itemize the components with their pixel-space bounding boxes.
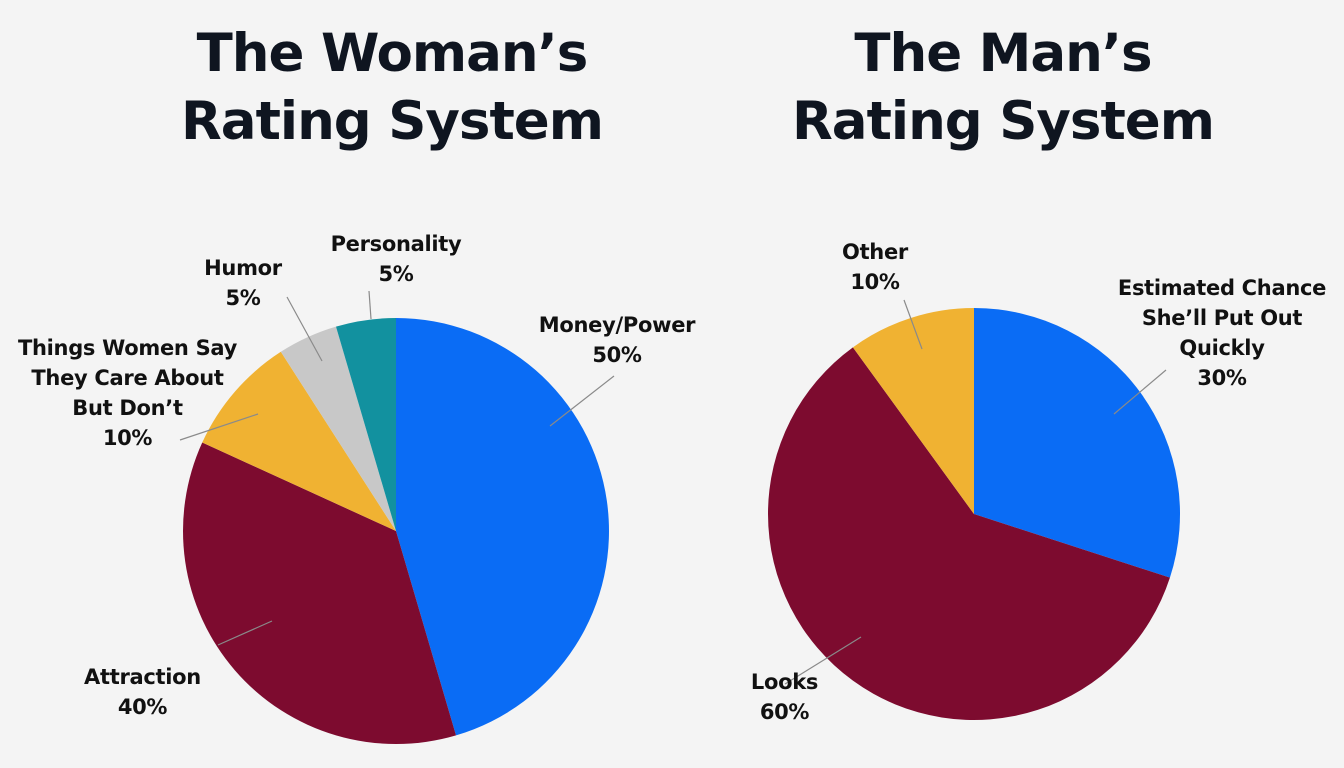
pie-slice-personality: [335, 318, 396, 531]
man-rating-chart: The Man’s Rating System Estimated Chance…: [672, 0, 1344, 768]
slice-label-attraction: Attraction 40%: [84, 665, 201, 719]
leader-lines: [179, 290, 615, 646]
leader-line-money-power: [549, 375, 615, 427]
leader-line-humor: [286, 296, 323, 362]
pie-slice-looks: [768, 347, 1170, 720]
title-line: Rating System: [181, 91, 604, 152]
slice-label-money-power: Money/Power 50%: [538, 313, 696, 367]
leader-line-other: [903, 299, 923, 350]
pie-slice-other: [852, 308, 974, 514]
slice-label-humor: Humor 5%: [204, 256, 282, 310]
pie-chart: [768, 299, 1181, 720]
slice-label-estimated-chance: Estimated Chance She’ll Put Out Quickly …: [1117, 276, 1327, 390]
title-line: The Woman’s: [196, 23, 589, 84]
pie-slices: [768, 307, 1181, 720]
pie-slice-attraction: [183, 442, 457, 744]
slice-label-looks: Looks 60%: [750, 670, 819, 724]
pie-slice-money-power: [396, 318, 609, 736]
leader-line-estimated-chance: [1113, 369, 1167, 415]
leader-line-personality: [368, 290, 372, 320]
leader-line-attraction: [217, 620, 273, 646]
leader-line-things-women-say: [179, 413, 259, 441]
chart-title: The Man’s Rating System: [703, 20, 1303, 156]
title-line: The Man’s: [854, 23, 1152, 84]
pie-slice-estimated-chance: [974, 307, 1181, 578]
pie-slice-humor: [280, 326, 396, 531]
pie-slices: [183, 318, 609, 744]
woman-rating-chart: The Woman’s Rating System Money/Power 50…: [17, 23, 696, 744]
slice-label-other: Other 10%: [842, 240, 908, 294]
slice-label-things-women-say: Things Women Say They Care About But Don…: [17, 336, 238, 450]
pie-chart: [179, 290, 615, 744]
slice-label-personality: Personality 5%: [330, 232, 462, 286]
leader-line-looks: [784, 636, 862, 685]
chart-title: The Woman’s Rating System: [92, 20, 692, 156]
leader-lines: [784, 299, 1167, 685]
title-line: Rating System: [792, 91, 1215, 152]
pie-slice-things-women-say: [202, 351, 396, 531]
